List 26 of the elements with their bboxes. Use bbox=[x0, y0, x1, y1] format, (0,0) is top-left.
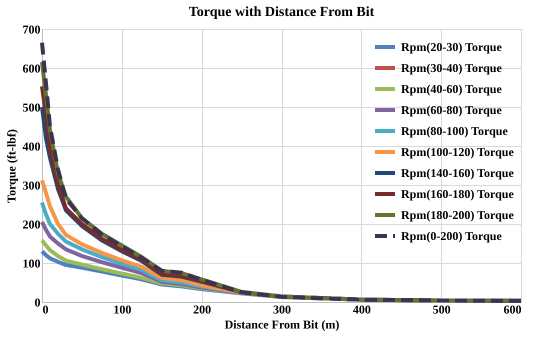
legend-label: Rpm(60-80) Torque bbox=[401, 103, 502, 117]
x-tick-label: 600 bbox=[504, 302, 522, 316]
legend-label: Rpm(160-180) Torque bbox=[401, 187, 514, 201]
x-tick-label: 100 bbox=[113, 302, 132, 316]
y-axis-title: Torque (ft-lbf) bbox=[4, 129, 18, 203]
x-tick-label: 300 bbox=[273, 302, 291, 316]
legend-label: Rpm(30-40) Torque bbox=[401, 61, 502, 75]
y-tick-label: 100 bbox=[22, 256, 40, 270]
legend-label: Rpm(80-100) Torque bbox=[401, 124, 508, 138]
chart-title: Torque with Distance From Bit bbox=[188, 5, 375, 20]
x-tick-label: 400 bbox=[352, 302, 371, 316]
y-tick-label: 400 bbox=[22, 140, 40, 154]
legend-label: Rpm(0-200) Torque bbox=[401, 229, 502, 243]
legend-label: Rpm(180-200) Torque bbox=[401, 208, 514, 222]
legend-label: Rpm(40-60) Torque bbox=[401, 82, 502, 96]
legend-label: Rpm(100-120) Torque bbox=[401, 145, 514, 159]
y-tick-label: 500 bbox=[22, 100, 40, 114]
y-tick-label: 200 bbox=[22, 218, 40, 232]
x-tick-label: 500 bbox=[432, 302, 451, 316]
legend-label: Rpm(140-160) Torque bbox=[401, 166, 514, 180]
legend-label: Rpm(20-30) Torque bbox=[401, 40, 502, 54]
x-tick-label: 200 bbox=[193, 302, 212, 316]
y-tick-label: 700 bbox=[22, 22, 40, 36]
x-axis-title: Distance From Bit (m) bbox=[224, 318, 340, 332]
y-tick-label: 300 bbox=[22, 178, 40, 192]
y-tick-label: 600 bbox=[22, 62, 40, 76]
